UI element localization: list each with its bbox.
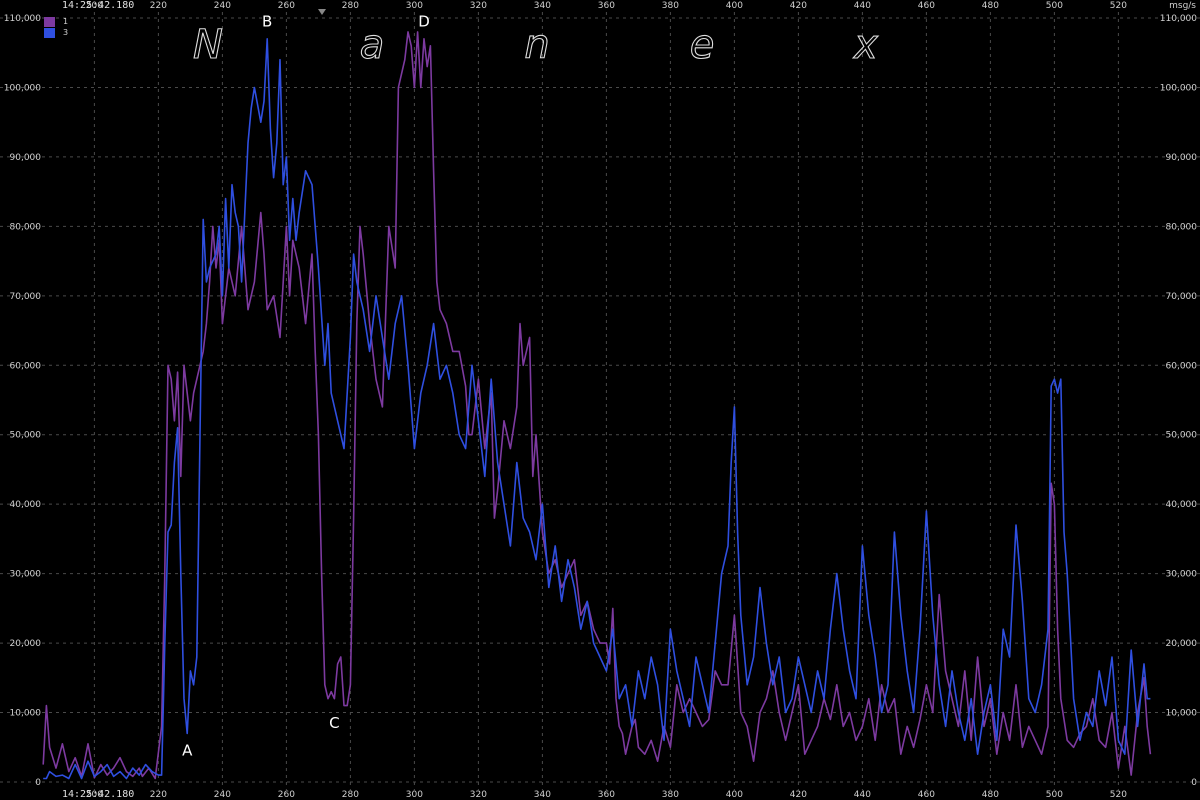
y-tick-right: 40,000 xyxy=(1166,500,1198,510)
x-tick-top: 380 xyxy=(662,1,679,11)
x-tick-top: 220 xyxy=(150,1,167,11)
x-tick-top: 240 xyxy=(214,1,231,11)
y-tick-right: 60,000 xyxy=(1166,361,1198,371)
x-tick-bottom: 480 xyxy=(982,790,999,800)
y-tick-right: 10,000 xyxy=(1166,709,1198,719)
x-tick-top: 320 xyxy=(470,1,487,11)
x-tick-bottom: 380 xyxy=(662,790,679,800)
x-tick-top: 300 xyxy=(406,1,423,11)
y-tick-left: 90,000 xyxy=(10,153,42,163)
timestamp-bottom: 14:25:42.180 xyxy=(62,789,134,800)
x-tick-top: 400 xyxy=(726,1,743,11)
y-tick-left: 20,000 xyxy=(10,639,42,649)
legend-label: 1 xyxy=(63,17,68,26)
x-tick-bottom: 360 xyxy=(598,790,615,800)
x-tick-bottom: 340 xyxy=(534,790,551,800)
y-tick-left: 70,000 xyxy=(10,292,42,302)
series-line-1 xyxy=(42,31,1152,780)
unit-label: msg/s xyxy=(1169,1,1196,11)
x-tick-bottom: 320 xyxy=(470,790,487,800)
x-tick-top: 200 xyxy=(86,1,103,11)
marker-triangle-icon xyxy=(318,9,326,15)
x-tick-bottom: 400 xyxy=(726,790,743,800)
y-tick-left: 0 xyxy=(35,778,41,788)
x-tick-top: 340 xyxy=(534,1,551,11)
annotation-c: C xyxy=(329,714,339,732)
y-tick-left: 100,000 xyxy=(4,83,41,93)
y-tick-right: 50,000 xyxy=(1166,431,1198,441)
x-tick-top: 520 xyxy=(1110,1,1127,11)
x-tick-top: 460 xyxy=(918,1,935,11)
watermark-letter: N xyxy=(193,22,223,68)
annotation-d: D xyxy=(418,12,430,30)
y-tick-left: 10,000 xyxy=(10,709,42,719)
legend-swatch xyxy=(44,28,55,38)
x-tick-bottom: 500 xyxy=(1046,790,1063,800)
annotation-a: A xyxy=(182,742,193,760)
annotation-b: B xyxy=(262,12,272,30)
y-tick-left: 50,000 xyxy=(10,431,42,441)
y-tick-right: 70,000 xyxy=(1166,292,1198,302)
y-tick-right: 110,000 xyxy=(1160,14,1197,24)
x-tick-bottom: 460 xyxy=(918,790,935,800)
x-tick-top: 260 xyxy=(278,1,295,11)
legend: 13 xyxy=(44,17,68,38)
x-tick-top: 280 xyxy=(342,1,359,11)
y-tick-left: 110,000 xyxy=(4,14,41,24)
y-tick-right: 100,000 xyxy=(1160,83,1197,93)
series-lines xyxy=(42,31,1152,780)
legend-label: 3 xyxy=(63,28,68,37)
x-tick-top: 480 xyxy=(982,1,999,11)
series-line-3 xyxy=(43,38,1151,780)
x-tick-bottom: 220 xyxy=(150,790,167,800)
y-tick-right: 30,000 xyxy=(1166,570,1198,580)
watermark-letter: x xyxy=(852,22,878,68)
x-tick-bottom: 300 xyxy=(406,790,423,800)
timestamp-top: 14:25:42.180 xyxy=(62,0,134,11)
y-tick-left: 40,000 xyxy=(10,500,42,510)
x-tick-bottom: 520 xyxy=(1110,790,1127,800)
y-tick-right: 80,000 xyxy=(1166,222,1198,232)
x-tick-top: 440 xyxy=(854,1,871,11)
watermark-letter: a xyxy=(360,22,385,68)
y-tick-right: 0 xyxy=(1191,778,1197,788)
watermark-letter: e xyxy=(690,22,715,68)
x-tick-top: 360 xyxy=(598,1,615,11)
axis-ticks: 0 0 10,000 10,000 20,000 20,000 30,000 30,000 40… xyxy=(4,1,1197,800)
x-tick-bottom: 440 xyxy=(854,790,871,800)
y-tick-right: 90,000 xyxy=(1166,153,1198,163)
x-tick-bottom: 260 xyxy=(278,790,295,800)
grid-lines xyxy=(0,12,1200,790)
x-tick-bottom: 200 xyxy=(86,790,103,800)
x-tick-bottom: 240 xyxy=(214,790,231,800)
legend-swatch xyxy=(44,17,55,27)
y-tick-left: 80,000 xyxy=(10,222,42,232)
y-tick-right: 20,000 xyxy=(1166,639,1198,649)
x-tick-bottom: 420 xyxy=(790,790,807,800)
y-tick-left: 30,000 xyxy=(10,570,42,580)
x-tick-top: 420 xyxy=(790,1,807,11)
x-tick-bottom: 280 xyxy=(342,790,359,800)
watermark-letter: n xyxy=(524,22,549,68)
y-tick-left: 60,000 xyxy=(10,361,42,371)
x-tick-top: 500 xyxy=(1046,1,1063,11)
annotations: A B C D xyxy=(182,12,430,759)
